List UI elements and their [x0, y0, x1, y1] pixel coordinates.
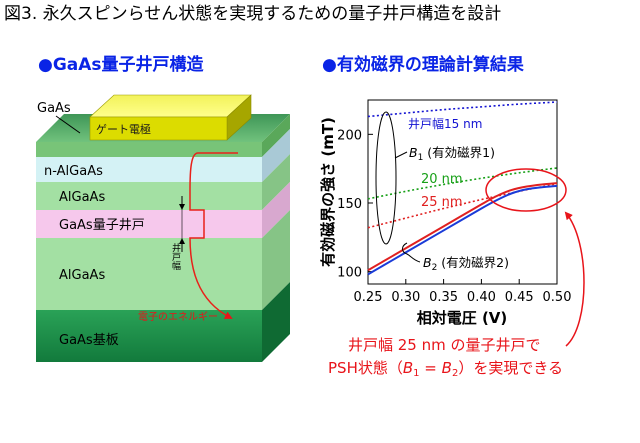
y-tick-label: 150: [337, 197, 362, 212]
x-tick-label: 0.45: [505, 290, 534, 305]
bullet-icon: ●: [322, 55, 337, 75]
substrate-label: GaAs基板: [59, 333, 119, 348]
right-panel-heading: ●有効磁界の理論計算結果: [322, 54, 524, 75]
x-tick-label: 0.40: [467, 290, 496, 305]
x-tick-label: 0.30: [391, 290, 420, 305]
y-tick-label: 100: [337, 266, 362, 281]
left-heading-text: GaAs量子井戸構造: [53, 54, 205, 75]
x-axis-label: 相対電圧 (V): [417, 309, 508, 327]
b2-subscript: 2: [432, 263, 438, 273]
quantum-well-structure-diagram: ゲート電極 GaAs n-AlGaAs AlGaAs GaAs量子井戸 AlGa…: [36, 94, 290, 362]
conclusion-line1: 井戸幅 25 nm の量子井戸で: [348, 336, 541, 354]
b2-annotation: B2 (有効磁界2): [423, 255, 509, 273]
n-algaas-layer-side: [262, 129, 290, 182]
left-panel-heading: ●GaAs量子井戸構造: [38, 54, 205, 75]
x-tick-label: 0.50: [543, 290, 572, 305]
psh-highlight-arrow: [564, 211, 585, 347]
cap-layer-leader-line: [55, 115, 81, 134]
n-algaas-layer-front: [36, 157, 262, 182]
electron-energy-curve: [189, 152, 238, 319]
electron-energy-label: 電子のエネルギー: [138, 311, 218, 323]
algaas-upper-label: AlGaAs: [59, 190, 105, 205]
b2-symbol: B: [423, 255, 432, 270]
x-tick-label: 0.35: [429, 290, 458, 305]
psh-highlight-ellipse: [485, 168, 567, 212]
algaas-upper-layer-side: [262, 154, 290, 210]
algaas-upper-layer-front: [36, 182, 262, 210]
conclusion-prefix: PSH状態（: [328, 359, 403, 377]
series-label-15nm: 井戸幅15 nm: [408, 116, 482, 131]
b2-text: (有効磁界2): [437, 255, 509, 270]
b1-subscript: 1: [418, 153, 424, 163]
chart-marks: 0.25 0.30 0.35 0.40 0.45 0.50 100 150 200: [337, 101, 572, 305]
quantum-well-layer-side: [262, 182, 290, 238]
y-axis-label: 有効磁界の強さ (mT): [319, 117, 337, 267]
b1-leader-line: [394, 151, 408, 159]
algaas-lower-label: AlGaAs: [59, 268, 105, 283]
cap-layer-label: GaAs: [37, 101, 71, 116]
b1-group-ellipse: [375, 111, 397, 245]
conclusion-b1-symbol: B: [403, 359, 413, 377]
x-tick-label: 0.25: [354, 290, 383, 305]
conclusion-b2-symbol: B: [442, 359, 452, 377]
figure-title: 図3. 永久スピンらせん状態を実現するための量子井戸構造を設計: [4, 4, 501, 24]
y-tick-label: 200: [337, 128, 362, 143]
series-line-0: [367, 101, 558, 118]
plot-frame: [367, 99, 558, 285]
quantum-well-label: GaAs量子井戸: [59, 218, 145, 233]
substrate-layer-side: [262, 282, 290, 362]
series-line-4: [367, 184, 558, 276]
bullet-icon: ●: [38, 55, 53, 75]
gate-electrode-top: [89, 94, 252, 118]
gate-electrode-front: [89, 116, 228, 141]
n-algaas-label: n-AlGaAs: [44, 164, 103, 179]
conclusion-b2-subscript: 2: [452, 368, 458, 379]
well-width-label: 井戸幅: [170, 242, 181, 271]
conclusion-b1-subscript: 1: [413, 368, 419, 379]
b1-annotation: B1 (有効磁界1): [409, 145, 495, 163]
algaas-lower-layer-side: [262, 210, 290, 310]
quantum-well-layer-front: [36, 210, 262, 238]
conclusion-equals: =: [420, 359, 442, 377]
conclusion-line2: PSH状態（B1 = B2）を実現できる: [328, 359, 563, 379]
series-label-20nm: 20 nm: [421, 172, 463, 187]
effective-field-chart: 0.25 0.30 0.35 0.40 0.45 0.50 100 150 200 相対電圧 (…: [319, 99, 585, 347]
cap-layer-front: [36, 142, 262, 157]
series-label-25nm: 25 nm: [421, 195, 463, 210]
cap-layer-side: [262, 114, 290, 157]
right-heading-text: 有効磁界の理論計算結果: [337, 54, 524, 75]
b2-bracket: [402, 242, 421, 263]
series-line-1: [367, 167, 558, 200]
b1-symbol: B: [409, 145, 418, 160]
b1-text: (有効磁界1): [423, 145, 495, 160]
algaas-lower-layer-front: [36, 238, 262, 310]
conclusion-suffix: ）を実現できる: [458, 359, 563, 377]
series-line-3: [367, 182, 558, 272]
gate-electrode-label: ゲート電極: [96, 122, 151, 136]
